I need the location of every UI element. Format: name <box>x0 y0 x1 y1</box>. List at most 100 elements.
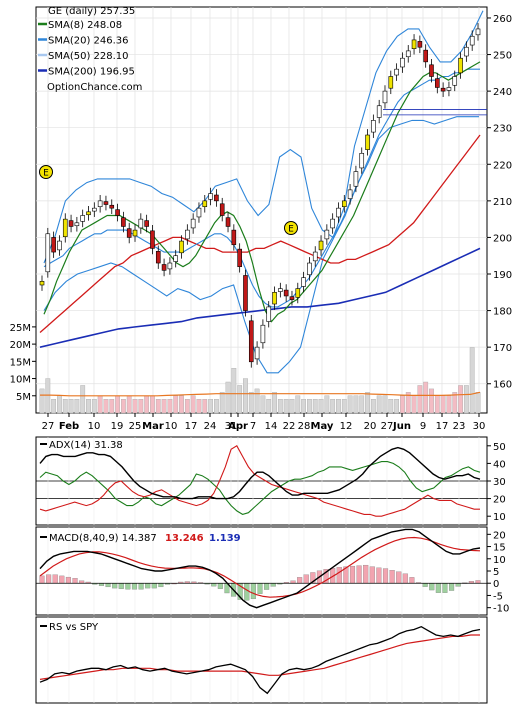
candle-up <box>330 218 335 229</box>
x-tick-label: 17 <box>436 421 449 432</box>
volume-bar <box>272 392 277 414</box>
candle-up <box>179 240 184 254</box>
volume-bar <box>440 395 446 414</box>
volume-bar <box>74 399 80 414</box>
price-y-tick-label: 250 <box>493 51 512 62</box>
macd-histogram-bar-negative <box>118 583 124 589</box>
candle-up <box>254 346 260 360</box>
adx-legend-label: ADX(14) 31.38 <box>49 440 123 451</box>
candle-up <box>359 153 365 169</box>
rs-line <box>39 625 481 695</box>
volume-bar <box>144 395 150 414</box>
candle-down <box>237 248 242 267</box>
watermark: OptionChance.com <box>47 82 142 93</box>
macd-y-tick-label: 0 <box>493 579 499 590</box>
candle-up <box>97 200 103 208</box>
macd-y-tick-label: 20 <box>493 530 506 541</box>
macd-line <box>39 528 481 609</box>
volume-bar <box>353 395 359 414</box>
volume-bar <box>213 399 219 414</box>
macd-panel-frame <box>35 526 488 616</box>
candle-up <box>138 218 144 229</box>
volume-bar <box>225 381 231 414</box>
candle-up <box>307 262 312 276</box>
x-tick-label: 10 <box>88 421 101 432</box>
macd-signal-value: 13.246 <box>165 533 204 544</box>
volume-bar <box>266 399 272 414</box>
price-y-tick-label: 240 <box>493 87 512 98</box>
volume-bar <box>469 347 475 414</box>
rs-legend-label: RS vs SPY <box>49 622 99 633</box>
macd-histogram-bar-negative <box>422 583 428 587</box>
adx-y-tick-label: 20 <box>493 495 506 506</box>
volume-bar <box>295 395 301 414</box>
candle-up <box>74 222 80 227</box>
macd-histogram-bar-negative <box>138 583 144 590</box>
macd-histogram-bar-negative <box>151 583 157 589</box>
adx-line <box>39 446 481 500</box>
volume-bar <box>202 399 208 414</box>
candle-down <box>109 204 115 209</box>
volume-bar <box>91 399 97 414</box>
candle-up <box>371 120 376 133</box>
macd-y-tick-label: -5 <box>493 591 503 602</box>
macd-histogram-bar-negative <box>244 583 250 601</box>
volume-bar <box>283 399 289 414</box>
x-tick-label: 19 <box>111 421 124 432</box>
macd-histogram-bar-negative <box>250 583 256 600</box>
candle-down <box>225 217 231 227</box>
x-tick-label: 31 <box>225 421 238 432</box>
candle-down <box>121 217 126 227</box>
macd-histogram-bar-positive <box>402 573 408 584</box>
macd-histogram-bar-negative <box>449 583 455 591</box>
legend-items: SMA(8) 248.08 SMA(20) 246.36 SMA(50) 228.1… <box>38 20 135 78</box>
candle-up <box>464 46 469 57</box>
volume-bar <box>80 385 86 414</box>
volume-bar <box>120 399 126 414</box>
candle-up <box>62 218 68 238</box>
x-tick-label: 23 <box>453 421 466 432</box>
x-tick-label: Mar <box>142 421 164 432</box>
volume-bar <box>463 385 469 414</box>
ticker-label: GE (daily) 257.35 <box>48 6 135 17</box>
candle-down <box>283 289 289 297</box>
volume-bar <box>324 395 330 414</box>
volume-bar <box>347 395 353 414</box>
candle-up <box>45 233 51 273</box>
candle-down <box>68 220 74 227</box>
legend-entry: SMA(20) 246.36 <box>48 36 129 47</box>
volume-bar <box>365 392 370 414</box>
candle-up <box>39 281 45 286</box>
candle-down <box>429 64 434 77</box>
x-tick-label: 7 <box>250 421 256 432</box>
candle-up <box>405 50 411 58</box>
candle-up <box>185 229 190 240</box>
macd-y-tick-label: 5 <box>493 567 499 578</box>
volume-bar <box>150 395 155 414</box>
price-candles <box>39 23 481 368</box>
candle-up <box>446 87 452 91</box>
volume-bar <box>405 392 411 414</box>
volume-bar <box>161 399 167 414</box>
candle-up <box>295 288 301 298</box>
x-tick-label: Feb <box>59 421 79 432</box>
volume-bar <box>382 395 388 414</box>
candle-up <box>167 262 173 270</box>
candle-up <box>318 240 324 251</box>
x-tick-label: 27 <box>42 421 55 432</box>
volume-bar <box>423 381 429 414</box>
price-panel-frame <box>35 6 488 414</box>
macd-histogram-bar-negative <box>270 583 276 587</box>
volume-bar <box>434 395 440 414</box>
volume-bar <box>301 399 306 414</box>
candle-down <box>289 296 295 300</box>
volume-bar <box>126 395 132 414</box>
candle-up <box>376 105 382 118</box>
x-tick-label: 24 <box>204 421 217 432</box>
volume-bar <box>167 399 173 414</box>
sma50-line <box>39 134 481 333</box>
x-tick-label: May <box>311 421 334 432</box>
candle-down <box>214 194 219 202</box>
volume-bar <box>277 399 283 414</box>
volume-bar <box>446 395 452 414</box>
